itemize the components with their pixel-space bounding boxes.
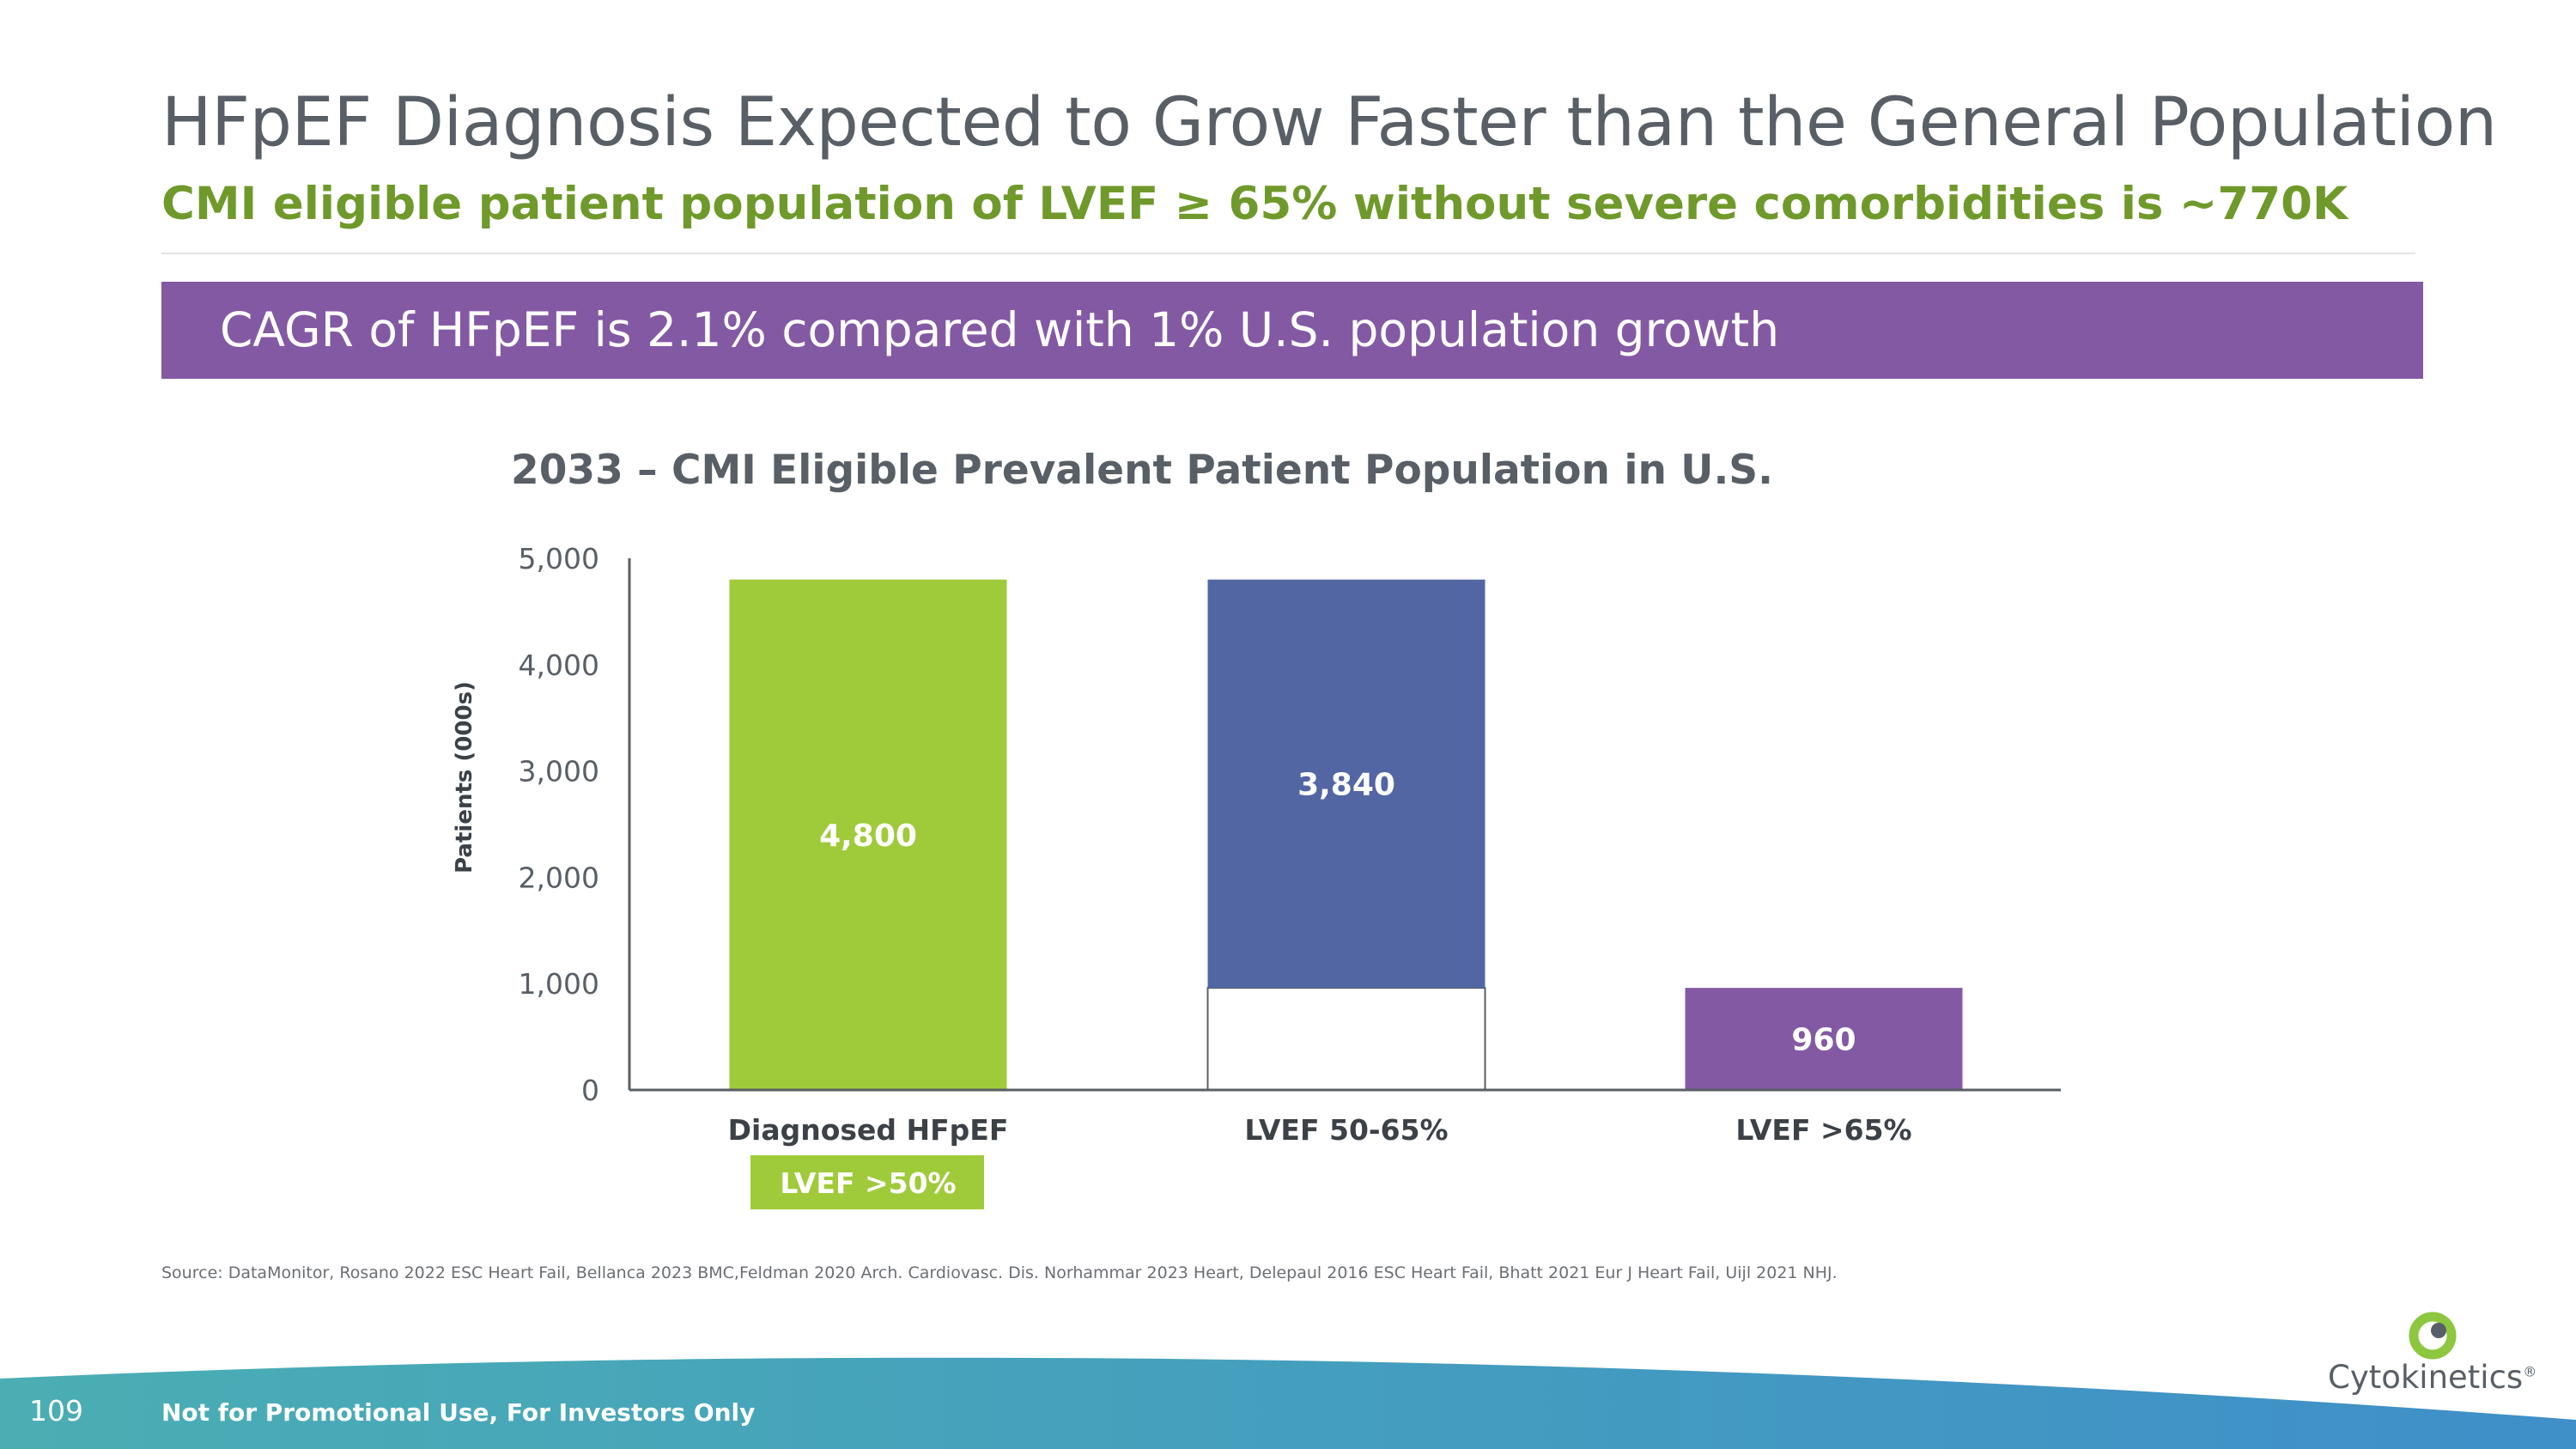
y-tick-label: 1,000 (519, 967, 599, 1001)
x-category-label: Diagnosed HFpEF (728, 1113, 1009, 1147)
cagr-banner: CAGR of HFpEF is 2.1% compared with 1% U… (161, 282, 2423, 379)
bar-value-label: 3,840 (1297, 767, 1395, 802)
y-axis-label: Patients (000s) (452, 681, 477, 874)
bar (729, 579, 1007, 1090)
bar-value-label: 4,800 (819, 819, 917, 854)
title-divider (161, 253, 2415, 254)
slide-title: HFpEF Diagnosis Expected to Grow Faster … (161, 84, 2497, 161)
cytokinetics-logo-icon (2409, 1312, 2457, 1360)
bar (1207, 579, 1485, 989)
bar (1685, 988, 1963, 1090)
bar-value-label: 960 (1791, 1023, 1856, 1058)
page-number: 109 (29, 1394, 83, 1428)
y-tick-label: 3,000 (519, 755, 599, 788)
y-tick-label: 5,000 (519, 542, 599, 575)
y-tick-label: 4,000 (519, 648, 599, 682)
bar-base-outline (1206, 987, 1486, 1091)
footer-wave (0, 1357, 2576, 1449)
y-tick-label: 2,000 (519, 861, 599, 894)
chart-title: 2033 – CMI Eligible Prevalent Patient Po… (511, 447, 1774, 494)
slide-subtitle: CMI eligible patient population of LVEF … (161, 178, 2348, 230)
lvef-annotation-label: LVEF >50% (780, 1166, 956, 1200)
x-category-label: LVEF >65% (1735, 1113, 1911, 1147)
bar-chart: 0 1,000 2,000 3,000 4,000 5,000 Patients (000s… (452, 542, 2061, 1209)
source-footnote: Source: DataMonitor, Rosano 2022 ESC Hea… (161, 1263, 1838, 1282)
x-category-label: LVEF 50-65% (1244, 1113, 1448, 1147)
company-logo-text: Cytokinetics® (2328, 1359, 2537, 1396)
footer-disclaimer: Not for Promotional Use, For Investors O… (161, 1398, 756, 1427)
lvef-annotation-box (750, 1155, 984, 1209)
y-tick-label: 0 (581, 1074, 599, 1107)
